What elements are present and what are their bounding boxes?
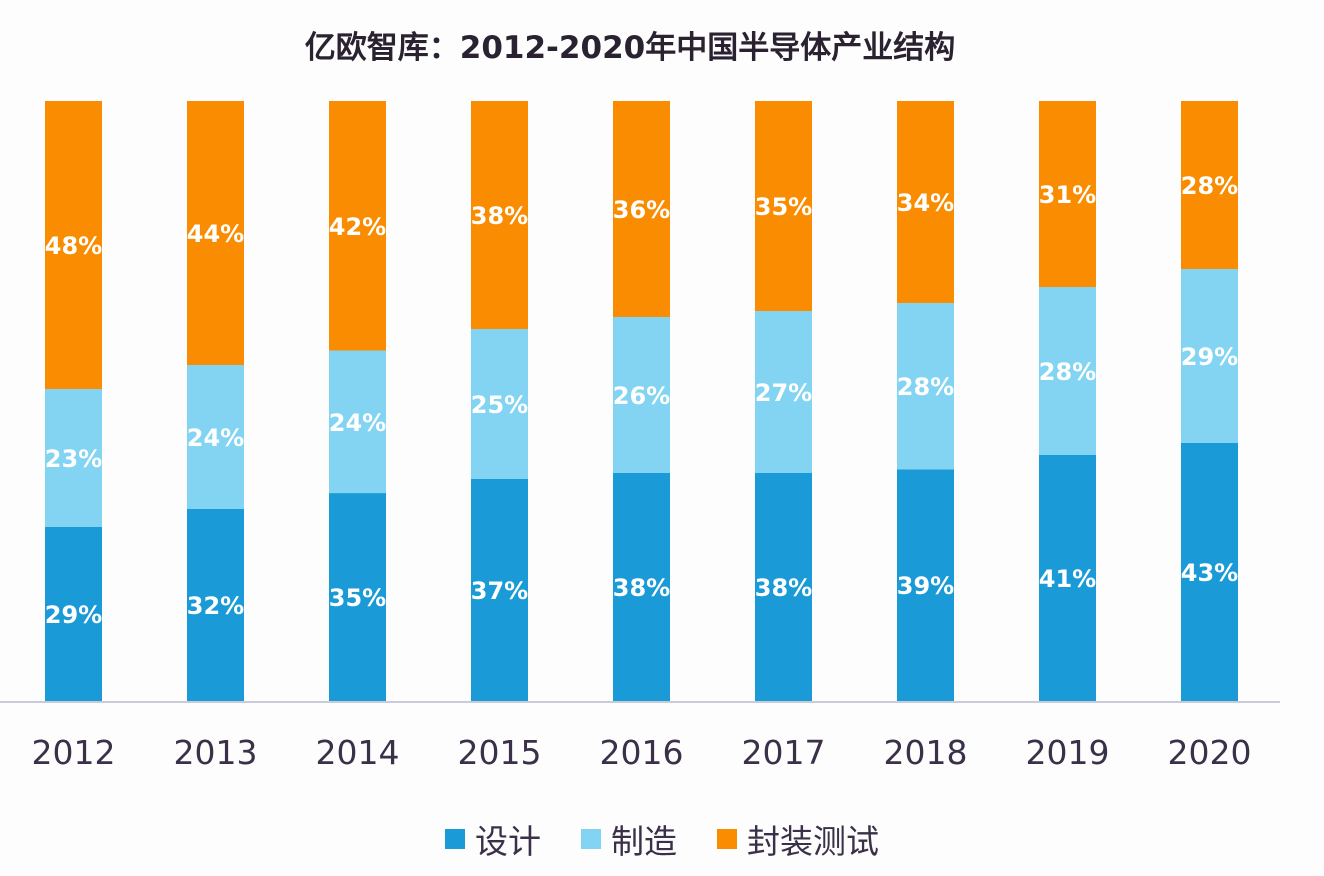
data-label: 37% — [471, 577, 528, 605]
data-label: 39% — [897, 572, 954, 600]
data-label: 38% — [471, 202, 528, 230]
bar-segment-2017-2 — [755, 101, 812, 311]
data-label: 32% — [187, 592, 244, 620]
legend-swatch — [717, 829, 737, 849]
bar-segment-2012-0 — [45, 527, 102, 701]
bar-segment-2014-0 — [329, 493, 386, 701]
x-tick-label: 2020 — [1168, 733, 1252, 772]
legend-label: 封装测试 — [747, 822, 879, 861]
data-label: 28% — [1039, 358, 1096, 386]
data-label: 36% — [613, 196, 670, 224]
bar-segment-2016-0 — [613, 473, 670, 701]
data-label: 41% — [1039, 565, 1096, 593]
bar-segment-2020-1 — [1181, 269, 1238, 443]
legend-item: 封装测试 — [717, 815, 879, 863]
data-label: 35% — [329, 584, 386, 612]
data-label: 28% — [897, 373, 954, 401]
data-label: 25% — [471, 391, 528, 419]
data-label: 29% — [1181, 343, 1238, 371]
bar-segment-2016-1 — [613, 317, 670, 473]
bar-segment-2019-1 — [1039, 287, 1096, 455]
bar-segment-2013-1 — [187, 365, 244, 509]
data-label: 34% — [897, 189, 954, 217]
x-tick-label: 2012 — [32, 733, 116, 772]
data-label: 29% — [45, 601, 102, 629]
x-tick-label: 2014 — [316, 733, 400, 772]
x-tick-label: 2017 — [742, 733, 826, 772]
bar-segment-2015-2 — [471, 101, 528, 329]
data-label: 24% — [329, 409, 386, 437]
legend-item: 设计 — [445, 815, 541, 863]
data-label: 38% — [613, 574, 670, 602]
bar-segment-2015-0 — [471, 479, 528, 701]
data-label: 28% — [1181, 172, 1238, 200]
data-label: 23% — [45, 445, 102, 473]
x-tick-label: 2013 — [174, 733, 258, 772]
data-label: 43% — [1181, 559, 1238, 587]
bar-segment-2017-1 — [755, 311, 812, 473]
bar-segment-2020-2 — [1181, 101, 1238, 269]
bar-segment-2018-0 — [897, 469, 954, 701]
data-label: 27% — [755, 379, 812, 407]
data-label: 31% — [1039, 181, 1096, 209]
legend: 设计 制造 封装测试 — [0, 815, 1324, 863]
x-tick-label: 2019 — [1026, 733, 1110, 772]
bar-segment-2015-1 — [471, 329, 528, 479]
x-tick-label: 2015 — [458, 733, 542, 772]
bar-segment-2014-1 — [329, 350, 386, 494]
data-label: 35% — [755, 193, 812, 221]
bar-segment-2018-1 — [897, 302, 954, 470]
legend-label: 设计 — [475, 822, 541, 861]
bar-segment-2012-2 — [45, 101, 102, 389]
legend-swatch — [581, 829, 601, 849]
data-label: 44% — [187, 220, 244, 248]
data-label: 48% — [45, 232, 102, 260]
bar-segment-2012-1 — [45, 389, 102, 527]
x-tick-label: 2016 — [600, 733, 684, 772]
data-label: 42% — [329, 213, 386, 241]
bar-segment-2013-0 — [187, 509, 244, 701]
x-tick-label: 2018 — [884, 733, 968, 772]
bar-segment-2019-2 — [1039, 101, 1096, 287]
legend-label: 制造 — [611, 822, 677, 861]
bar-segment-2013-2 — [187, 101, 244, 365]
chart-title: 亿欧智库：2012-2020年中国半导体产业结构 — [304, 30, 956, 66]
legend-item: 制造 — [581, 815, 677, 863]
data-label: 38% — [755, 574, 812, 602]
legend-swatch — [445, 829, 465, 849]
data-label: 26% — [613, 382, 670, 410]
bar-segment-2020-0 — [1181, 443, 1238, 701]
bar-segment-2016-2 — [613, 101, 670, 317]
data-label: 24% — [187, 424, 244, 452]
bar-segment-2014-2 — [329, 101, 386, 351]
bar-segment-2019-0 — [1039, 455, 1096, 701]
bar-segment-2017-0 — [755, 473, 812, 701]
bar-segment-2018-2 — [897, 101, 954, 303]
